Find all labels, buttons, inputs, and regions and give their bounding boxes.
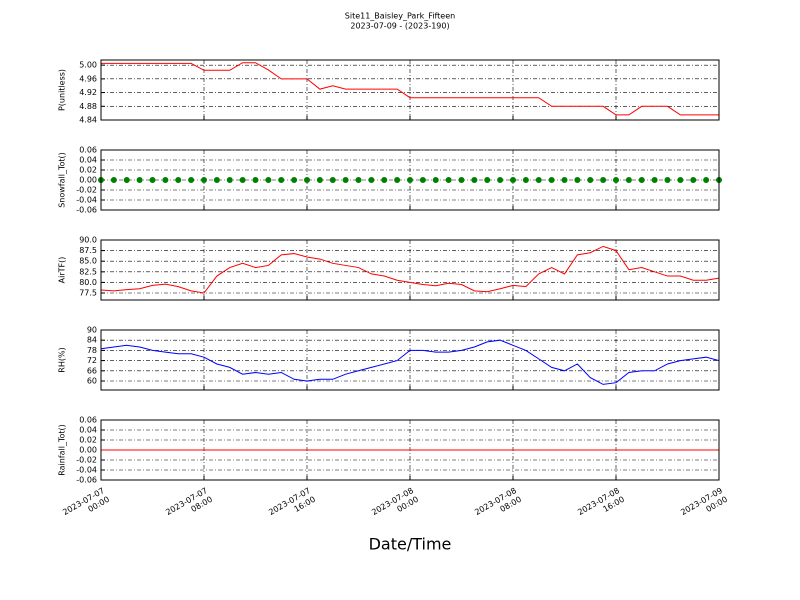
axes-frame: [100, 239, 720, 301]
y-axis-label: RH(%): [58, 347, 67, 372]
y-tick-label: 85.0: [79, 257, 97, 266]
data-point: [201, 177, 207, 183]
y-axis-label: Snowfall_Tot(): [58, 152, 67, 208]
data-point: [432, 177, 439, 183]
y-tick-label: 66: [87, 366, 97, 375]
data-point: [162, 177, 169, 183]
y-tick-label: 0.06: [79, 416, 97, 425]
data-point: [445, 177, 452, 183]
data-point: [213, 177, 220, 183]
y-tick-label: 4.92: [79, 88, 97, 97]
y-tick-label: 0.00: [79, 446, 97, 455]
data-point: [497, 177, 504, 183]
y-tick-label: 84: [87, 336, 97, 345]
y-tick-label: 4.96: [79, 74, 97, 83]
data-point: [265, 177, 272, 183]
axes-frame: [100, 329, 720, 391]
data-point: [226, 177, 233, 183]
y-tick-label: 4.88: [79, 102, 97, 111]
data-point: [587, 177, 594, 183]
chart-title: Site11_Baisley_Park_Fifteen: [345, 12, 455, 21]
y-tick-label: 4.84: [79, 116, 97, 125]
y-tick-label: 72: [87, 356, 97, 365]
data-point: [291, 177, 298, 183]
y-tick-label: 0.02: [79, 436, 97, 445]
y-tick-label: 0.02: [79, 166, 97, 175]
data-point: [419, 177, 426, 183]
data-point: [188, 177, 195, 183]
y-tick-label: 0.04: [79, 426, 97, 435]
data-point: [510, 177, 516, 183]
y-tick-label: -0.06: [76, 206, 97, 215]
data-line: [101, 62, 719, 116]
y-axis-label: AirTF(): [58, 257, 67, 284]
data-point: [329, 177, 336, 183]
data-point: [600, 177, 607, 183]
data-point: [535, 177, 542, 183]
data-point: [123, 177, 130, 183]
y-tick-label: 5.00: [79, 61, 97, 70]
data-point: [703, 177, 710, 183]
data-point: [407, 177, 413, 183]
data-point: [394, 177, 401, 183]
y-tick-label: -0.06: [76, 476, 97, 485]
data-point: [239, 177, 246, 183]
y-axis-label: P(unitless): [58, 69, 67, 111]
data-point: [368, 177, 375, 183]
data-point: [110, 177, 117, 183]
data-point: [381, 177, 388, 183]
y-tick-label: -0.02: [76, 186, 97, 195]
data-point: [316, 177, 323, 183]
data-point: [651, 177, 658, 183]
y-tick-label: -0.04: [76, 196, 97, 205]
data-line: [100, 339, 720, 385]
data-point: [690, 177, 697, 183]
data-point: [342, 177, 349, 183]
data-point: [471, 177, 478, 183]
y-tick-label: 77.5: [79, 289, 97, 298]
x-axis-label: Date/Time: [369, 535, 452, 554]
y-tick-label: 80.0: [79, 278, 97, 287]
data-point: [625, 177, 632, 183]
data-point: [278, 177, 285, 183]
y-tick-label: 0.04: [79, 156, 97, 165]
data-point: [355, 177, 362, 183]
data-point: [458, 177, 465, 183]
y-tick-label: 90.0: [79, 236, 97, 245]
y-tick-label: 0.06: [79, 146, 97, 155]
y-tick-label: -0.04: [76, 466, 97, 475]
y-tick-label: 82.5: [79, 267, 97, 276]
data-point: [175, 177, 182, 183]
axes-frame: [100, 59, 720, 121]
y-axis-label: Rainfall_Tot(): [58, 424, 67, 476]
y-tick-label: 90: [87, 326, 97, 335]
data-point: [136, 177, 143, 183]
data-point: [574, 177, 581, 183]
data-point: [548, 177, 555, 183]
y-tick-label: 60: [87, 376, 97, 385]
data-point: [638, 177, 645, 183]
data-line: [100, 245, 720, 294]
data-point: [561, 177, 568, 183]
data-point: [677, 177, 684, 183]
chart-subtitle: 2023-07-09 - (2023-190): [350, 22, 449, 31]
y-tick-label: 78: [87, 346, 97, 355]
data-point: [149, 177, 156, 183]
data-point: [252, 177, 259, 183]
data-point: [484, 177, 491, 183]
data-point: [664, 177, 671, 183]
data-point: [522, 177, 529, 183]
axes-frame: [100, 419, 720, 481]
data-point: [304, 177, 310, 183]
y-tick-label: 0.00: [79, 176, 97, 185]
y-tick-label: 87.5: [79, 246, 97, 255]
axes-frame: [100, 149, 720, 211]
y-tick-label: -0.02: [76, 456, 97, 465]
data-point: [613, 177, 619, 183]
